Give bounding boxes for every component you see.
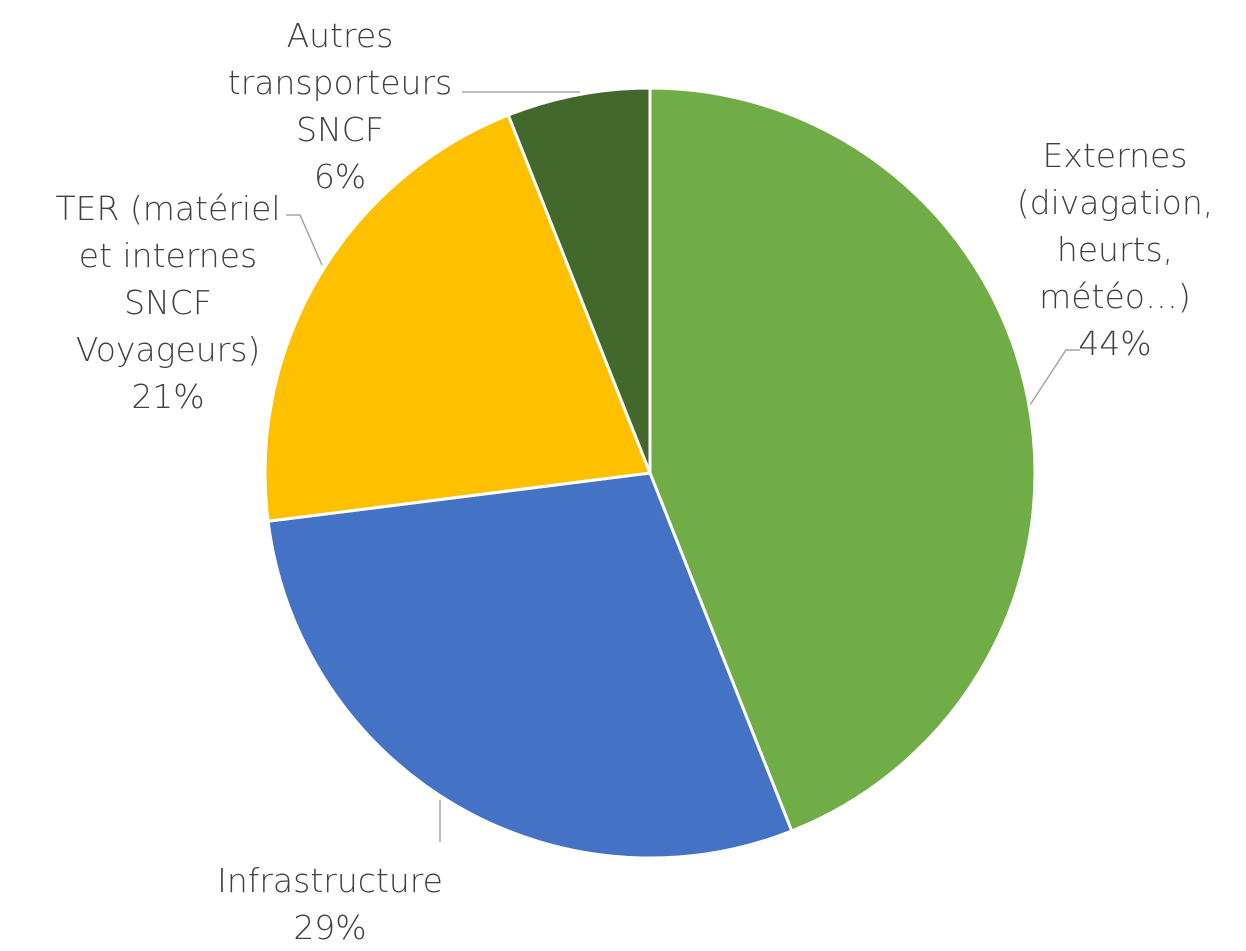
value-label: 44% <box>1078 324 1152 363</box>
pie-slice <box>506 86 652 474</box>
leader-line <box>1029 349 1080 406</box>
value-label: 21% <box>131 377 205 416</box>
category-label: Externes (divagation, heurts, météo…) <box>1016 136 1214 316</box>
data-label: Externes (divagation, heurts, météo…) 44% <box>1005 132 1225 367</box>
category-label: Autres transporteurs SNCF <box>227 16 453 149</box>
data-label: Infrastructure 29% <box>195 857 465 951</box>
pie-slice <box>263 113 653 523</box>
category-label: Infrastructure <box>217 861 443 900</box>
leader-line <box>286 214 323 266</box>
data-label: TER (matériel et internes SNCF Voyageurs… <box>48 185 288 420</box>
value-label: 29% <box>293 908 367 947</box>
category-label: TER (matériel et internes SNCF Voyageurs… <box>55 189 281 369</box>
value-label: 6% <box>313 157 367 196</box>
pie-slice <box>648 86 1037 833</box>
pie-slice <box>266 471 794 860</box>
data-label: Autres transporteurs SNCF 6% <box>215 12 465 200</box>
